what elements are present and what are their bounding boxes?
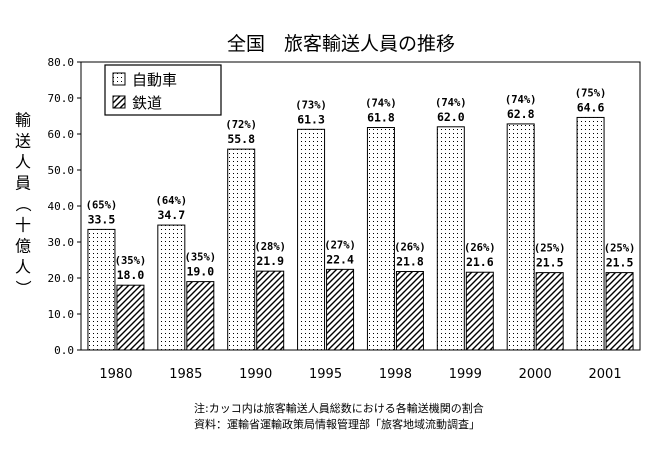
bar-rail-2000 (535, 272, 564, 351)
y-tick-label: 80.0 (48, 56, 75, 69)
x-tick-label: 1995 (309, 367, 342, 382)
x-axis-ticks: 1980 1985 1990 1995 1998 1999 2000 2001 (99, 367, 621, 382)
bar-car-1990 (227, 148, 256, 351)
bar-car-1995 (297, 128, 326, 351)
value-label-car: 62.0 (437, 110, 465, 124)
x-tick-label: 2000 (519, 367, 552, 382)
share-label-rail: (35%) (185, 252, 217, 264)
share-label-car: (74%) (365, 98, 397, 110)
share-label-rail: (35%) (115, 255, 147, 267)
bar-car-2001 (576, 116, 605, 351)
bar-rail-1999 (465, 271, 494, 351)
y-tick-label: 50.0 (48, 164, 75, 177)
value-label-car: 61.3 (297, 112, 325, 126)
share-label-rail: (26%) (464, 242, 496, 254)
x-tick-label: 1990 (239, 367, 272, 382)
legend-label-rail: 鉄道 (132, 94, 162, 112)
legend-swatch-car (112, 72, 126, 86)
value-label-car: 61.8 (367, 111, 395, 125)
value-label-rail: 21.9 (256, 254, 284, 268)
share-label-car: (73%) (295, 99, 327, 111)
value-label-car: 33.5 (88, 212, 116, 226)
x-tick-label: 1980 (99, 367, 132, 382)
value-label-car: 64.6 (577, 100, 605, 114)
bar-car-1985 (157, 224, 186, 351)
x-tick-label: 1985 (169, 367, 202, 382)
bar-car-1999 (436, 126, 465, 351)
share-label-car: (65%) (86, 199, 118, 211)
value-label-rail: 19.0 (186, 265, 214, 279)
bar-rail-1980 (116, 284, 145, 351)
value-label-car: 34.7 (157, 208, 185, 222)
share-label-car: (64%) (156, 195, 188, 207)
share-label-rail: (25%) (534, 243, 566, 255)
y-axis-label-char: 員 (15, 174, 31, 193)
y-axis-label-char: 億 (15, 237, 31, 256)
bar-rail-1995 (326, 268, 355, 351)
bar-car-2000 (506, 123, 535, 351)
note-text: 注:カッコ内は旅客輸送人員総数における各輸送機関の割合 (194, 401, 484, 415)
source-text: 資料：運輸省運輸政策局情報管理部「旅客地域流動調査」 (194, 417, 480, 431)
bar-rail-1998 (395, 271, 424, 351)
value-label-car: 62.8 (507, 107, 535, 121)
y-axis-label-char: 送 (15, 132, 31, 151)
share-label-rail: (25%) (604, 243, 636, 255)
y-axis-label-char: 十 (15, 216, 31, 235)
y-tick-label: 70.0 (48, 92, 75, 105)
bars (87, 116, 634, 351)
value-label-rail: 21.5 (536, 256, 564, 270)
bar-car-1980 (87, 228, 116, 351)
x-tick-label: 2001 (589, 367, 622, 382)
bar-car-1998 (366, 127, 395, 351)
y-axis-label-char: ） (14, 280, 33, 296)
y-axis-label: 輸送人員（十億人） (14, 111, 33, 297)
value-label-rail: 18.0 (117, 268, 145, 282)
value-label-rail: 21.8 (396, 255, 424, 269)
y-tick-label: 20.0 (48, 272, 75, 285)
share-label-rail: (26%) (394, 242, 426, 254)
share-label-rail: (28%) (254, 241, 286, 253)
legend: 自動車 鉄道 (104, 64, 222, 116)
y-tick-label: 40.0 (48, 200, 75, 213)
y-tick-label: 30.0 (48, 236, 75, 249)
y-axis-ticks: 0.0 10.0 20.0 30.0 40.0 50.0 60.0 70.0 80.0 (48, 56, 81, 357)
share-label-car: (74%) (505, 94, 537, 106)
chart-title: 全国 旅客輸送人員の推移 (227, 33, 455, 55)
legend-swatch-rail (112, 95, 126, 109)
data-labels: 33.5(65%)18.0(35%)34.7(64%)19.0(35%)55.8… (86, 87, 636, 282)
share-label-rail: (27%) (324, 239, 356, 251)
y-axis-label-char: 人 (15, 258, 31, 277)
value-label-rail: 22.4 (326, 252, 354, 266)
y-axis-label-char: （ (14, 196, 33, 212)
share-label-car: (75%) (575, 87, 607, 99)
value-label-rail: 21.6 (466, 255, 494, 269)
y-tick-label: 10.0 (48, 308, 75, 321)
x-tick-label: 1999 (449, 367, 482, 382)
bar-rail-1990 (256, 270, 285, 351)
y-tick-label: 60.0 (48, 128, 75, 141)
share-label-car: (74%) (435, 97, 467, 109)
plot-frame (80, 61, 641, 351)
y-tick-label: 0.0 (54, 344, 74, 357)
legend-label-car: 自動車 (132, 71, 177, 89)
share-label-car: (72%) (225, 119, 257, 131)
bar-rail-2001 (605, 272, 634, 351)
x-tick-label: 1998 (379, 367, 412, 382)
value-label-car: 55.8 (227, 132, 255, 146)
bar-rail-1985 (186, 281, 215, 351)
value-label-rail: 21.5 (606, 256, 634, 270)
y-axis-label-char: 人 (15, 153, 31, 172)
y-axis-label-char: 輸 (15, 111, 31, 130)
